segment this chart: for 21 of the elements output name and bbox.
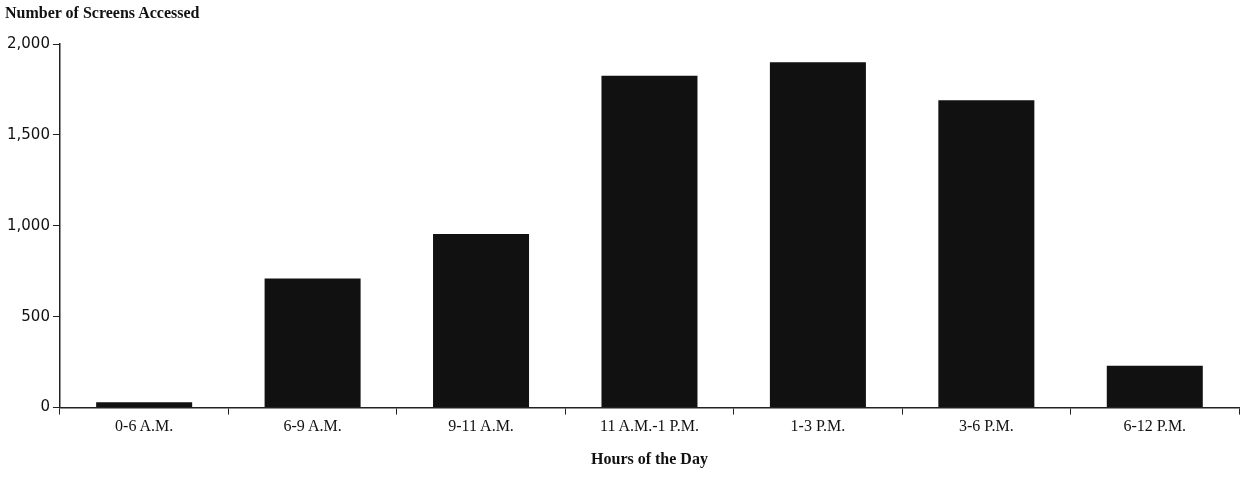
x-axis-title: Hours of the Day (591, 449, 708, 468)
y-tick-label: 1,000 (6, 215, 50, 234)
x-tick-label: 0-6 A.M. (115, 417, 174, 435)
bar (96, 402, 193, 408)
bar (938, 100, 1035, 408)
y-axis-title: Number of Screens Accessed (5, 4, 200, 22)
x-tick-label: 1-3 P.M. (790, 417, 846, 435)
y-tick-label: 500 (21, 306, 50, 325)
bar (769, 62, 866, 408)
x-tick-label: 6-12 P.M. (1123, 417, 1187, 435)
x-tick-label: 3-6 P.M. (959, 417, 1014, 435)
bar (1106, 365, 1203, 408)
y-tick-label: 1,500 (6, 124, 50, 143)
bar (433, 233, 530, 408)
bar (601, 75, 698, 408)
y-tick-label: 0 (40, 397, 50, 416)
y-tick-label: 2,000 (6, 33, 50, 52)
x-tick-label: 11 A.M.-1 P.M. (599, 417, 699, 435)
bar (264, 278, 361, 408)
x-tick-label: 9-11 A.M. (448, 417, 514, 435)
x-tick-label: 6-9 A.M. (283, 417, 342, 435)
